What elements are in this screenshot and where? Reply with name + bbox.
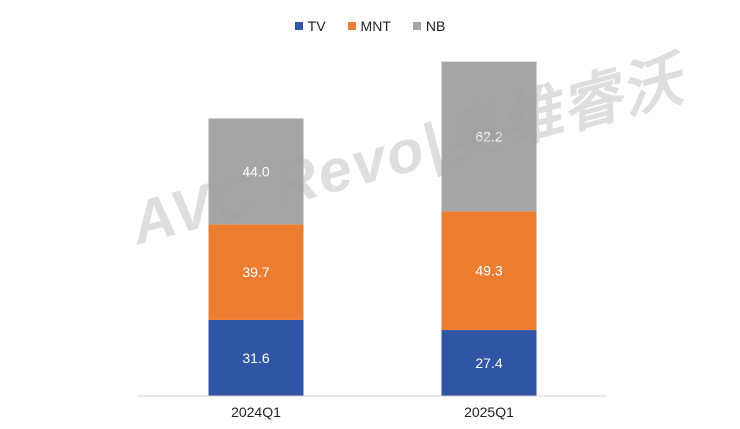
bar-tv-2024q1 [208, 319, 304, 396]
legend: TV MNT NB [0, 18, 740, 34]
data-label-mnt-2024q1: 39.7 [242, 264, 269, 280]
legend-label-nb: NB [425, 18, 446, 34]
bar-nb-2025q1 [441, 61, 537, 212]
data-label-nb-2024q1: 44.0 [242, 163, 269, 179]
x-tick-label-2024q1: 2024Q1 [231, 404, 281, 420]
x-tick-label-2025q1: 2025Q1 [464, 404, 514, 420]
data-label-tv-2025q1: 27.4 [475, 355, 502, 371]
legend-swatch-mnt [347, 22, 356, 30]
legend-label-tv: TV [307, 18, 326, 34]
legend-swatch-nb [412, 22, 421, 30]
data-label-nb-2025q1: 62.2 [475, 129, 502, 145]
data-label-mnt-2025q1: 49.3 [475, 263, 502, 279]
bar-mnt-2024q1 [208, 224, 304, 320]
legend-item-mnt: MNT [347, 18, 391, 34]
legend-label-mnt: MNT [360, 18, 391, 34]
bar-tv-2025q1 [441, 330, 537, 396]
legend-item-tv: TV [294, 18, 326, 34]
legend-item-nb: NB [412, 18, 446, 34]
bar-nb-2024q1 [208, 118, 304, 225]
legend-swatch-tv [294, 22, 303, 30]
bar-mnt-2025q1 [441, 211, 537, 331]
data-label-tv-2024q1: 31.6 [242, 350, 269, 366]
